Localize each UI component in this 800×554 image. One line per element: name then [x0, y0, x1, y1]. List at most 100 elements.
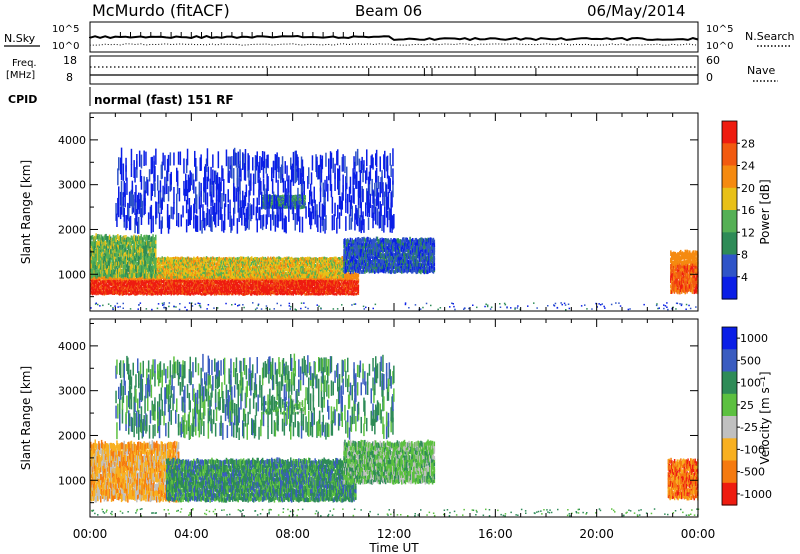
- data-cell: [324, 284, 326, 288]
- data-cell: [303, 284, 305, 287]
- data-cell: [124, 291, 126, 295]
- data-cell: [343, 273, 345, 277]
- data-cell: [242, 270, 244, 274]
- data-cell: [229, 258, 231, 261]
- data-cell: [181, 284, 183, 288]
- data-cell: [162, 288, 164, 291]
- data-cell: [330, 290, 332, 293]
- data-cell: [288, 262, 290, 266]
- data-cell: [323, 282, 325, 286]
- data-cell: [309, 263, 311, 267]
- data-cell: [287, 264, 289, 268]
- data-cell: [270, 290, 273, 293]
- data-cell: [192, 276, 194, 279]
- data-cell: [297, 262, 299, 265]
- data-cell: [185, 269, 188, 273]
- data-cell: [170, 273, 172, 276]
- data-cell: [189, 277, 191, 281]
- data-cell: [274, 267, 277, 270]
- data-cell: [99, 288, 102, 292]
- data-cell: [232, 284, 234, 287]
- data-cell: [207, 275, 210, 279]
- data-cell: [275, 268, 277, 272]
- data-cell: [261, 289, 264, 292]
- data-cell: [300, 273, 303, 276]
- data-cell: [276, 279, 278, 282]
- data-cell: [227, 264, 229, 268]
- data-cell: [195, 261, 198, 265]
- data-cell: [194, 265, 196, 268]
- data-cell: [242, 279, 245, 282]
- data-cell: [325, 290, 327, 294]
- data-cell: [119, 281, 122, 285]
- data-cell: [99, 290, 102, 293]
- data-cell: [317, 284, 320, 287]
- data-cell: [166, 282, 169, 286]
- data-cell: [185, 265, 188, 269]
- data-cell: [176, 285, 179, 288]
- data-cell: [247, 275, 249, 278]
- data-cell: [254, 276, 257, 279]
- data-cell: [244, 285, 247, 288]
- data-cell: [104, 276, 106, 279]
- data-cell: [344, 281, 346, 284]
- data-cell: [162, 276, 164, 279]
- data-cell: [93, 287, 96, 291]
- data-cell: [109, 277, 112, 281]
- data-cell: [266, 257, 268, 260]
- data-cell: [137, 282, 139, 285]
- data-cell: [226, 292, 228, 296]
- data-cell: [329, 277, 332, 281]
- beam-title: Beam 06: [355, 2, 422, 20]
- data-cell: [183, 271, 185, 275]
- data-cell: [285, 258, 287, 262]
- data-cell: [323, 288, 325, 291]
- data-cell: [245, 263, 248, 267]
- data-cell: [273, 281, 275, 284]
- data-cell: [238, 293, 240, 296]
- data-cell: [169, 272, 172, 276]
- data-cell: [333, 277, 335, 281]
- data-cell: [314, 288, 316, 291]
- data-cell: [223, 273, 225, 277]
- data-cell: [237, 266, 239, 270]
- data-cell: [227, 271, 229, 275]
- data-cell: [212, 269, 214, 273]
- data-cell: [293, 279, 295, 283]
- data-cell: [357, 273, 360, 277]
- data-cell: [105, 282, 107, 285]
- data-cell: [229, 269, 231, 272]
- data-cell: [298, 265, 300, 269]
- data-cell: [123, 277, 125, 281]
- data-cell: [277, 266, 279, 270]
- data-cell: [205, 268, 208, 271]
- data-cell: [194, 277, 197, 280]
- data-cell: [347, 283, 350, 287]
- data-cell: [310, 284, 313, 287]
- data-cell: [218, 286, 220, 289]
- data-cell: [140, 291, 143, 295]
- data-cell: [223, 272, 226, 276]
- data-cell: [301, 285, 304, 289]
- data-cell: [101, 281, 104, 284]
- data-cell: [173, 275, 175, 279]
- data-cell: [126, 290, 128, 294]
- data-cell: [203, 290, 205, 293]
- data-cell: [174, 275, 176, 279]
- data-cell: [271, 263, 273, 267]
- data-cell: [183, 265, 185, 269]
- data-cell: [270, 286, 273, 289]
- data-cell: [203, 272, 205, 276]
- data-cell: [215, 262, 218, 265]
- data-cell: [228, 260, 230, 264]
- data-cell: [242, 271, 245, 274]
- data-cell: [248, 260, 250, 264]
- data-cell: [104, 286, 106, 289]
- data-cell: [223, 259, 226, 263]
- data-cell: [96, 280, 98, 284]
- data-cell: [266, 263, 268, 266]
- data-cell: [290, 279, 293, 282]
- data-cell: [239, 291, 241, 294]
- data-cell: [316, 288, 319, 291]
- data-cell: [291, 269, 294, 272]
